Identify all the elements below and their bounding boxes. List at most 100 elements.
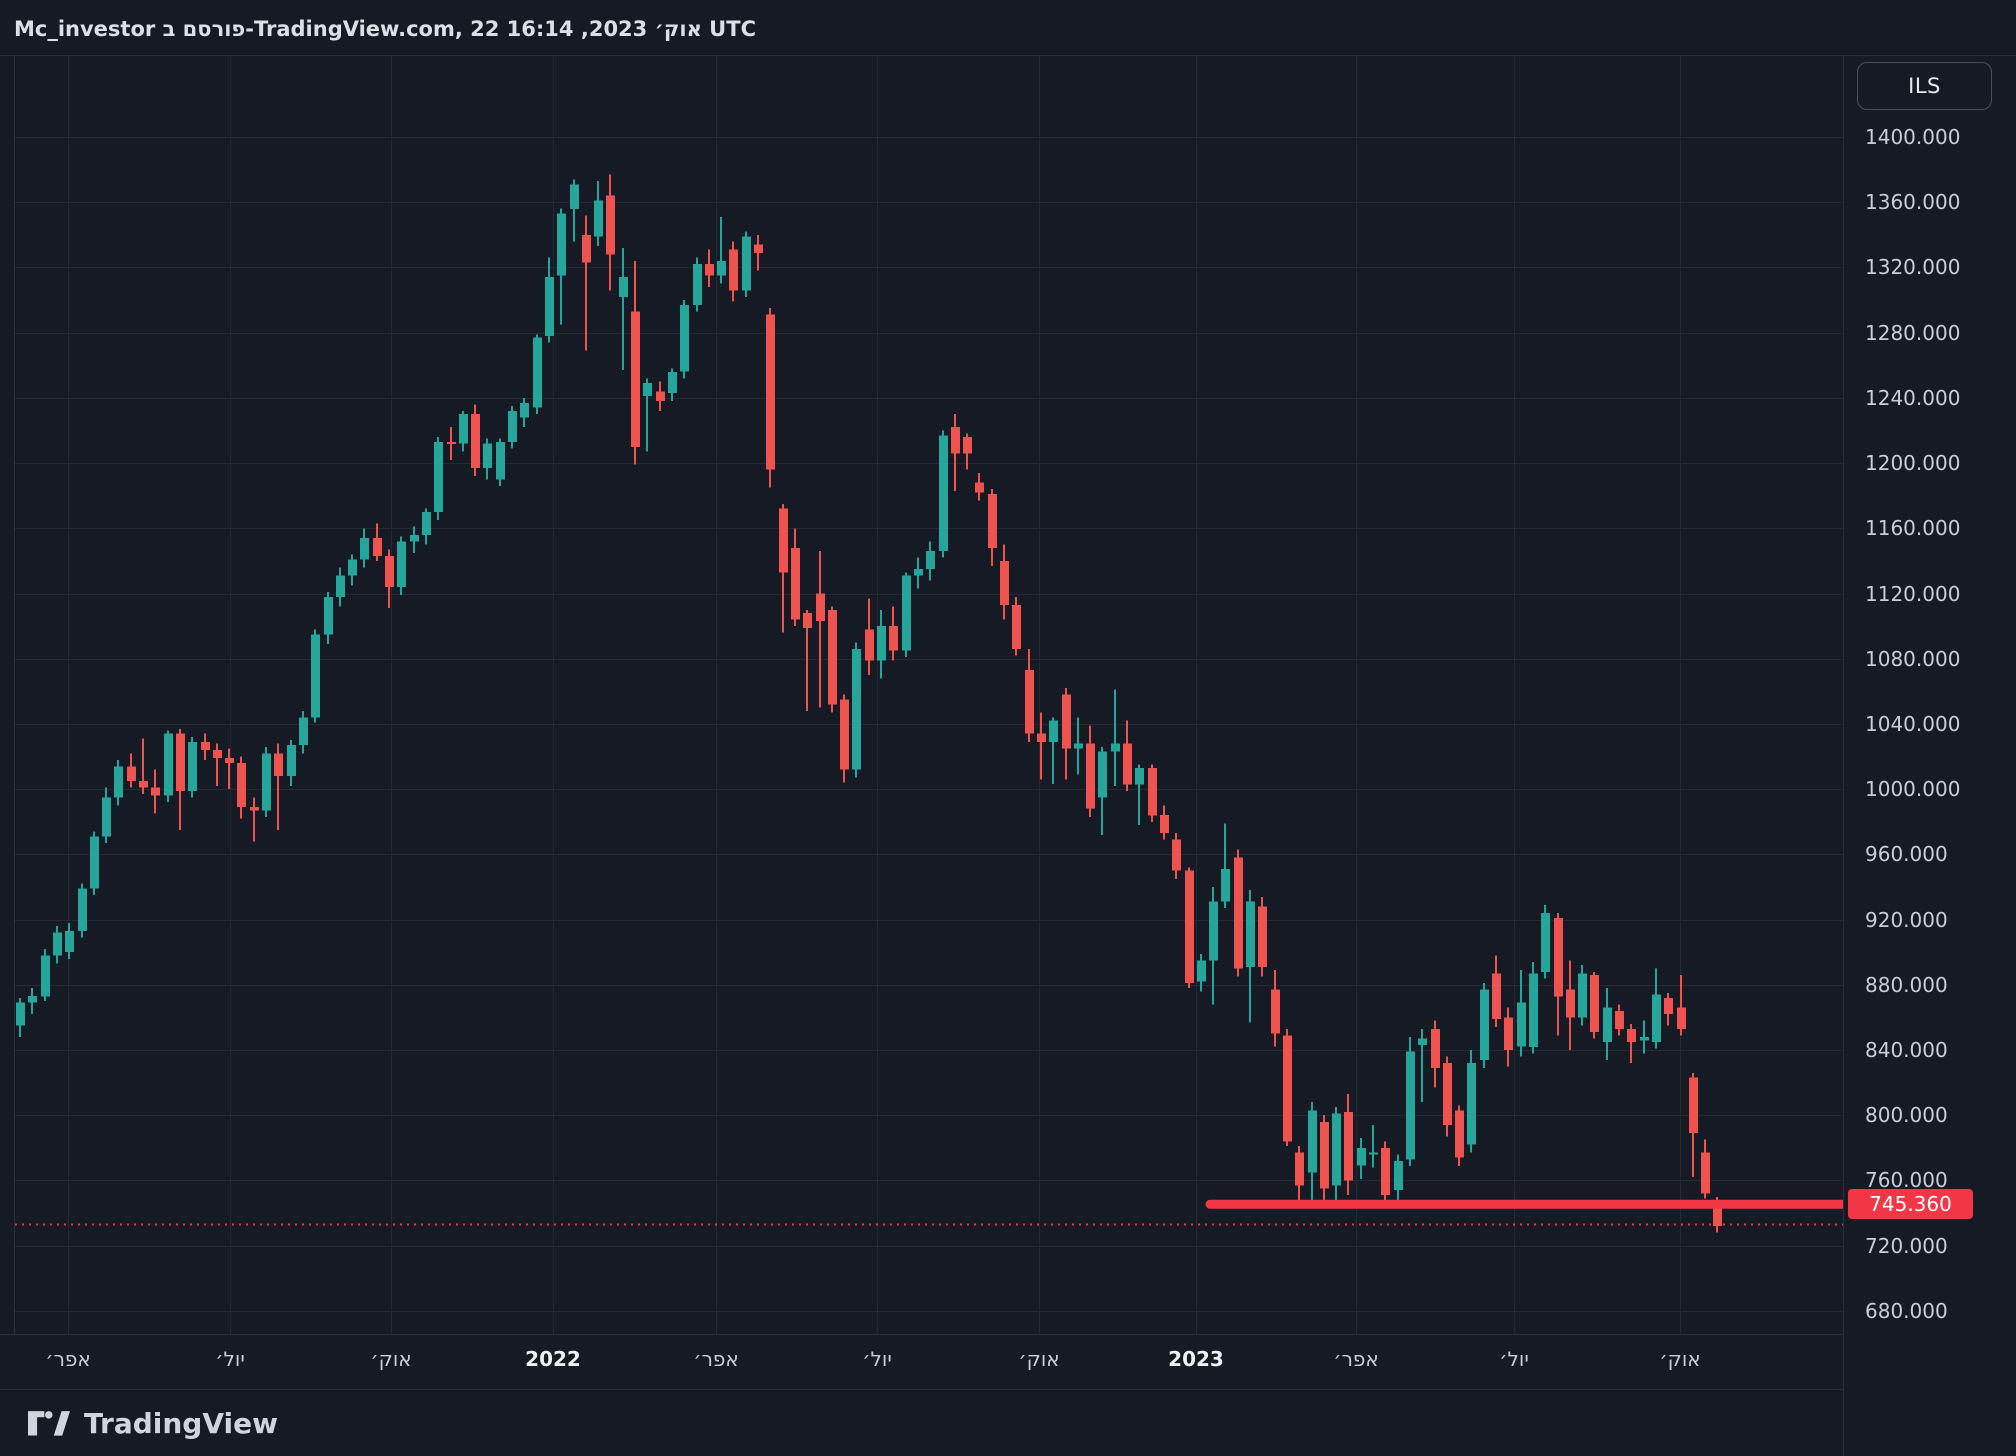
candle-body [594,200,603,237]
candle-body [225,758,234,764]
candle-body [1529,973,1538,1047]
candle-body [410,534,419,542]
candle-wick [585,215,587,351]
candle-wick [1224,823,1226,909]
candle-body [975,482,984,493]
candle-body [1652,994,1661,1042]
candle-body [729,249,738,291]
price-tick-label: 800.000 [1865,1103,1948,1128]
candle-wick [1114,689,1116,786]
candle-body [791,547,800,620]
candle-body [1320,1121,1329,1189]
candle-body [1369,1152,1378,1155]
time-tick-label: אוק׳ [370,1347,412,1371]
price-axis[interactable]: ILS 1400.000 1360.000 1320.000 1280.000 1240… [1843,56,2016,1456]
candle-body [1517,1002,1526,1047]
candle-body [779,508,788,573]
candle-body [348,559,357,576]
time-tick-label: יול׳ [215,1347,245,1371]
price-tick-label: 1360.000 [1865,190,1961,215]
candle-body [1295,1152,1304,1186]
candle-body [299,717,308,746]
candle-body [311,634,320,718]
candle-body [1258,906,1267,967]
candle-wick [1630,1023,1632,1063]
candle-body [373,538,382,556]
candle-body [16,1002,25,1026]
candle-wick [216,743,218,786]
price-tick-label: 920.000 [1865,907,1948,932]
candle-body [1283,1035,1292,1142]
candle-body [1689,1077,1698,1134]
candle-body [902,575,911,651]
candle-body [1554,918,1563,997]
candle-body [53,932,62,956]
candle-body [1418,1038,1427,1046]
candle-body [631,311,640,447]
candle-body [668,371,677,393]
candle-wick [819,551,821,708]
candle-wick [228,748,230,790]
candle-body [262,753,271,811]
price-tick-label: 1280.000 [1865,320,1961,345]
candle-body [988,494,997,548]
candle-body [78,888,87,931]
candle-wick [622,247,624,371]
candle-body [828,609,837,705]
candle-body [557,213,566,276]
candle-wick [253,797,255,842]
candle-body [1357,1147,1366,1166]
candle-body [496,441,505,480]
time-tick-label: יול׳ [862,1347,892,1371]
candle-body [90,836,99,889]
candle-body [164,733,173,796]
candle-body [1025,670,1034,734]
candle-body [1271,989,1280,1034]
tradingview-logo[interactable]: TradingView [28,1402,278,1446]
candle-body [1443,1063,1452,1126]
candle-body [336,575,345,597]
price-tick-label: 1200.000 [1865,451,1961,476]
time-tick-year-label: 2022 [525,1347,581,1371]
candle-body [360,538,369,560]
candle-body [951,427,960,454]
candle-body [1406,1051,1415,1160]
candle-wick [142,738,144,794]
candle-body [939,435,948,552]
candle-body [1160,815,1169,834]
time-tick-label: אפר׳ [693,1347,739,1371]
candle-body [188,741,197,791]
candle-body [742,236,751,291]
candle-body [274,753,283,777]
candle-body [1627,1028,1636,1042]
time-axis[interactable]: אפר׳ יול׳ אוק׳ 2022 אפר׳ יול׳ אוק׳ 2023 אפר׳ יול׳… [0,1334,2016,1390]
candle-body [176,733,185,791]
candle-wick [1680,975,1682,1036]
candle-body [1480,989,1489,1060]
time-tick-year-label: 2023 [1168,1347,1224,1371]
candle-wick [1421,1028,1423,1103]
tradingview-logo-text: TradingView [84,1407,278,1440]
candle-body [1701,1152,1710,1194]
candle-body [324,596,333,635]
candle-body [816,593,825,622]
chart-attribution-title: Mc_investor פורסם ב-TradingView.com, 22 … [14,17,756,41]
candle-body [397,541,406,587]
candle-body [1086,743,1095,809]
candle-body [520,402,529,418]
price-tick-label: 1160.000 [1865,516,1961,541]
currency-selector-button[interactable]: ILS [1857,62,1992,110]
candle-body [447,441,456,444]
price-tick-label: 760.000 [1865,1168,1948,1193]
candle-body [1640,1037,1649,1041]
candle-wick [277,743,279,830]
candle-body [1012,604,1021,649]
candle-body [483,443,492,468]
price-tick-label: 720.000 [1865,1233,1948,1258]
candle-body [852,648,861,770]
candle-body [1234,857,1243,969]
candle-body [287,745,296,777]
candle-body [1197,960,1206,982]
candle-body [1308,1110,1317,1173]
